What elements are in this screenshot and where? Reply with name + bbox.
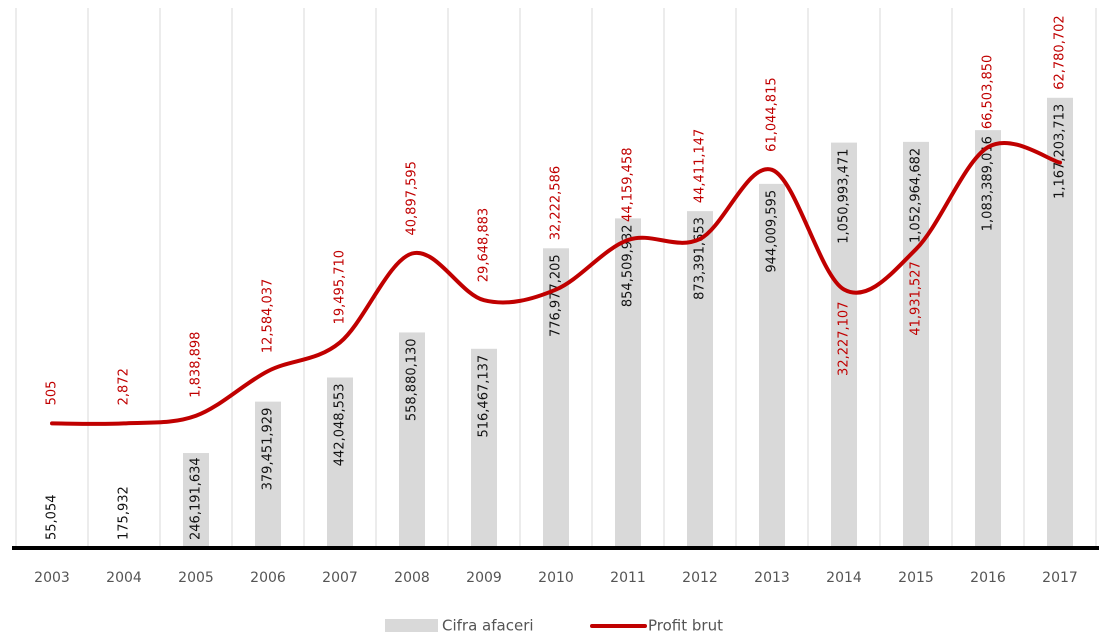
bar-value-label: 776,977,205 xyxy=(549,254,564,337)
bar-value-label: 516,467,137 xyxy=(477,355,492,438)
line-value-label: 32,227,107 xyxy=(837,302,852,376)
x-tick-label: 2015 xyxy=(898,570,934,586)
x-tick-label: 2016 xyxy=(970,570,1006,586)
bar-value-label: 944,009,595 xyxy=(765,190,780,273)
bar xyxy=(399,332,425,548)
x-tick-label: 2004 xyxy=(106,570,142,586)
bar-value-label: 854,509,932 xyxy=(621,224,636,307)
bar xyxy=(831,142,857,548)
x-tick-label: 2017 xyxy=(1042,570,1078,586)
x-tick-label: 2012 xyxy=(682,570,718,586)
bar xyxy=(903,141,929,548)
x-tick-label: 2011 xyxy=(610,570,646,586)
line-value-label: 41,931,527 xyxy=(909,261,924,335)
legend-label: Cifra afaceri xyxy=(442,617,534,635)
line-value-label: 505 xyxy=(45,381,60,406)
bar xyxy=(759,183,785,548)
line-value-label: 19,495,710 xyxy=(333,250,348,324)
bar xyxy=(255,401,281,548)
bar xyxy=(327,377,353,548)
line-value-label: 40,897,595 xyxy=(405,161,420,235)
x-tick-label: 2008 xyxy=(394,570,430,586)
bar xyxy=(687,211,713,548)
bar-value-label: 873,391,653 xyxy=(693,217,708,300)
bar-value-label: 1,050,993,471 xyxy=(837,149,852,244)
x-tick-label: 2013 xyxy=(754,570,790,586)
line-value-label: 12,584,037 xyxy=(261,279,276,353)
line-value-label: 32,222,586 xyxy=(549,166,564,240)
line-value-label: 1,838,898 xyxy=(189,332,204,398)
line-value-label: 44,411,147 xyxy=(693,129,708,203)
x-tick-label: 2003 xyxy=(34,570,70,586)
bar xyxy=(471,348,497,548)
line xyxy=(50,140,1062,426)
bar xyxy=(183,453,209,548)
bar-value-label: 55,054 xyxy=(45,495,60,541)
bar xyxy=(615,218,641,548)
bar xyxy=(1047,97,1073,549)
x-tick-label: 2014 xyxy=(826,570,862,586)
bar-value-label: 442,048,553 xyxy=(333,383,348,466)
x-tick-label: 2009 xyxy=(466,570,502,586)
line-value-label: 2,872 xyxy=(117,368,132,405)
legend-swatch xyxy=(385,619,438,632)
bar-value-label: 379,451,929 xyxy=(261,408,276,491)
x-tick-label: 2005 xyxy=(178,570,214,586)
bar xyxy=(975,130,1001,548)
x-tick-label: 2007 xyxy=(322,570,358,586)
legend-label: Profit brut xyxy=(648,617,723,635)
bar-value-label: 246,191,634 xyxy=(189,457,204,540)
bar-value-label: 1,167,203,713 xyxy=(1053,104,1068,199)
bar-value-label: 1,083,389,016 xyxy=(981,136,996,231)
line-value-label: 66,503,850 xyxy=(981,55,996,129)
bar-value-label: 558,880,130 xyxy=(405,338,420,421)
line-value-label: 61,044,815 xyxy=(765,77,780,151)
line-value-label: 62,780,702 xyxy=(1053,15,1068,89)
x-tick-label: 2006 xyxy=(250,570,286,586)
bar-value-label: 1,052,964,682 xyxy=(909,148,924,243)
line-value-label: 44,159,458 xyxy=(621,148,636,222)
line-value-label: 29,648,883 xyxy=(477,208,492,282)
bar-value-label: 175,932 xyxy=(117,486,132,540)
legend: Cifra afaceri Profit brut xyxy=(385,617,723,635)
x-tick-label: 2010 xyxy=(538,570,574,586)
bar xyxy=(543,248,569,549)
